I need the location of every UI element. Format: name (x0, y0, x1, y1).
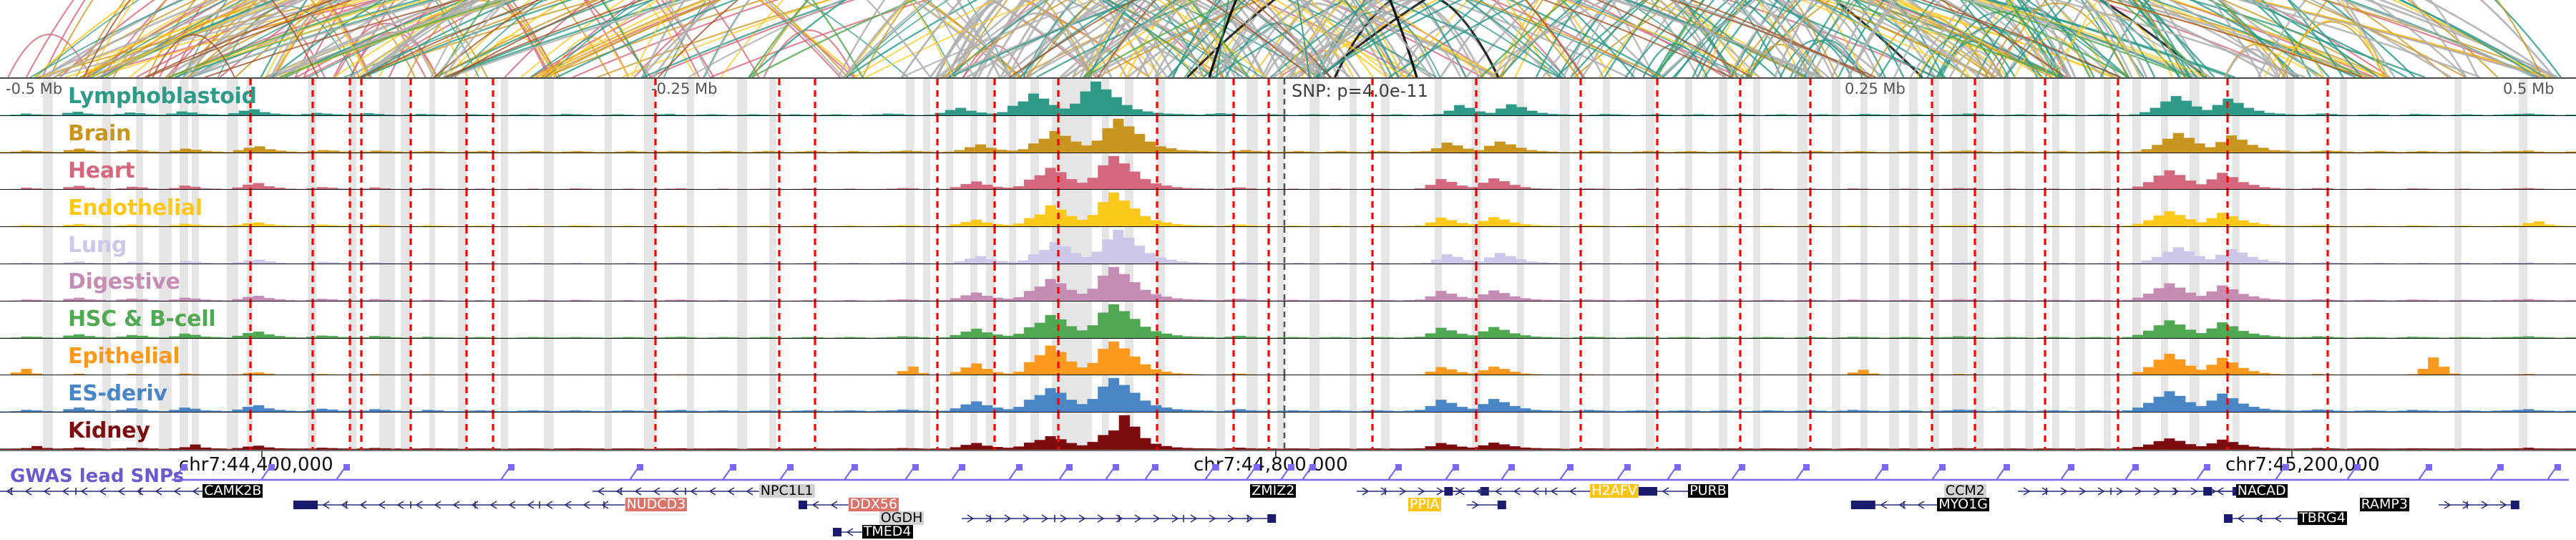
track-es-deriv[interactable]: ES-deriv (0, 375, 2576, 413)
axis-coordinate-label: chr7:44,400,000 (179, 454, 333, 476)
track-kidney[interactable]: Kidney (0, 413, 2576, 450)
track-label-epithelial: Epithelial (68, 343, 180, 369)
track-signal-svg (0, 413, 2576, 450)
coordinate-axis: chr7:44,400,000 chr7:44,800,000 chr7:45,20… (0, 450, 2576, 476)
axis-coordinate-label: chr7:44,800,000 (1194, 454, 1348, 476)
signal-track-stack: Lymphoblastoid Brain Heart Endothelial Lung D… (0, 77, 2576, 450)
track-signal-svg (0, 153, 2576, 190)
gene-label-ramp3[interactable]: RAMP3 (2359, 496, 2409, 512)
gene-label-myo1g[interactable]: MYO1G (1937, 496, 1989, 512)
track-label-lymphoblastoid: Lymphoblastoid (68, 84, 257, 110)
track-label-hsc-b-cell: HSC & B-cell (68, 306, 216, 332)
track-signal-svg (0, 301, 2576, 338)
track-label-es-deriv: ES-deriv (68, 380, 167, 406)
track-label-digestive: Digestive (68, 269, 180, 295)
gene-label-nacad[interactable]: NACAD (2235, 483, 2288, 498)
ruler-tick-left: -0.5 Mb (6, 80, 63, 97)
gene-label-npc1l1[interactable]: NPC1L1 (758, 483, 815, 498)
track-label-brain: Brain (68, 120, 132, 146)
track-label-kidney: Kidney (68, 418, 150, 443)
gene-label-tmed4[interactable]: TMED4 (862, 524, 913, 539)
track-brain[interactable]: Brain (0, 115, 2576, 153)
ruler-tick-q1: -0.25 Mb (651, 80, 718, 97)
track-lung[interactable]: Lung (0, 227, 2576, 264)
track-signal-svg (0, 338, 2576, 375)
gene-label-nudcd3[interactable]: NUDCD3 (625, 496, 688, 512)
gene-label-tbrg4[interactable]: TBRG4 (2298, 510, 2347, 526)
track-signal-svg (0, 115, 2576, 153)
track-lymphoblastoid[interactable]: Lymphoblastoid (0, 79, 2576, 116)
arc-svg (7, 0, 2562, 77)
track-digestive[interactable]: Digestive (0, 264, 2576, 302)
gene-svg (0, 487, 2519, 536)
track-hsc-b-cell[interactable]: HSC & B-cell (0, 301, 2576, 339)
axis-coordinate-label: chr7:45,200,000 (2225, 454, 2380, 476)
gene-label-camk2b[interactable]: CAMK2B (203, 483, 263, 498)
track-label-heart: Heart (68, 158, 135, 183)
track-signal-svg (0, 79, 2576, 115)
track-signal-svg (0, 264, 2576, 301)
gene-label-h2afv[interactable]: H2AFV (1590, 483, 1639, 498)
gwas-lead-snps-track[interactable] (0, 464, 2576, 488)
track-signal-svg (10, 227, 2576, 264)
gwas-track-label: GWAS lead SNPs (10, 466, 185, 487)
gene-label-ppia[interactable]: PPIA (1408, 496, 1441, 512)
track-heart[interactable]: Heart (0, 153, 2576, 191)
track-epithelial[interactable]: Epithelial (0, 338, 2576, 376)
ruler-tick-q3: 0.25 Mb (1845, 80, 1906, 97)
gene-annotation-track: CAMK2B NPC1L1 ZMIZ2 H2AFV PURB CCM2 NACAD NUDCD… (0, 483, 2576, 539)
gwas-svg (172, 464, 2569, 481)
track-signal-svg (10, 190, 2576, 227)
gene-label-ddx56[interactable]: DDX56 (848, 496, 899, 512)
ruler-tick-right: 0.5 Mb (2503, 80, 2555, 97)
gene-label-ogdh[interactable]: OGDH (879, 510, 924, 526)
track-label-lung: Lung (68, 232, 127, 258)
track-signal-svg (0, 375, 2576, 413)
track-label-endothelial: Endothelial (68, 195, 203, 221)
gene-label-ccm2[interactable]: CCM2 (1943, 483, 1986, 498)
gene-label-purb[interactable]: PURB (1688, 483, 1728, 498)
gene-label-zmiz2[interactable]: ZMIZ2 (1250, 483, 1297, 498)
axis-svg (0, 450, 2576, 458)
chromatin-interaction-arcs (0, 0, 2576, 77)
snp-pvalue-annotation: SNP: p=4.0e-11 (1292, 81, 1428, 101)
track-endothelial[interactable]: Endothelial (0, 190, 2576, 228)
